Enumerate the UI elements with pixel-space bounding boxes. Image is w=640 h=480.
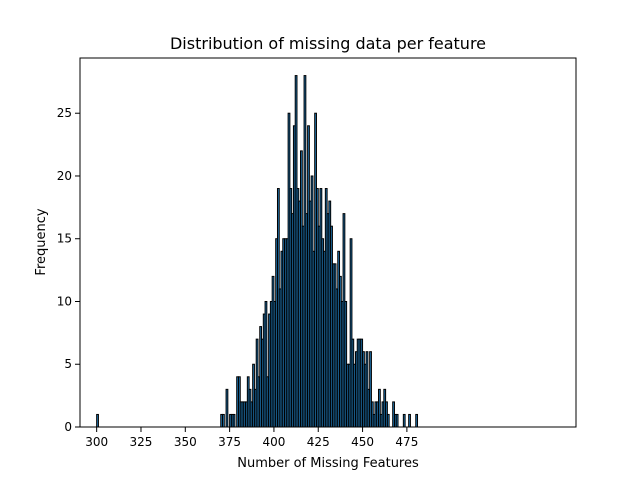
histogram-bar (232, 413, 236, 428)
x-tick-label: 300 (85, 435, 108, 449)
y-tick-label: 10 (57, 294, 72, 308)
x-tick-label: 450 (351, 435, 374, 449)
y-axis-ticks: 0 5 10 15 20 25 (57, 106, 80, 434)
chart-title: Distribution of missing data per feature (170, 34, 486, 53)
x-tick-label: 400 (262, 435, 285, 449)
x-tick-label: 475 (395, 435, 418, 449)
y-tick-label: 5 (64, 357, 72, 371)
histogram-bar (222, 413, 225, 428)
histogram-bar (225, 388, 229, 428)
x-axis-label: Number of Missing Features (237, 456, 419, 471)
histogram-bar (96, 413, 99, 428)
x-tick-label: 325 (130, 435, 153, 449)
histogram-bar (408, 413, 411, 428)
histogram-bar (386, 413, 390, 428)
x-tick-label: 375 (218, 435, 241, 449)
y-tick-label: 0 (64, 420, 72, 434)
y-tick-label: 25 (57, 106, 72, 120)
x-axis-ticks: 300 325 350 375 400 425 450 475 (85, 427, 418, 449)
y-tick-label: 20 (57, 169, 72, 183)
y-tick-label: 15 (57, 232, 72, 246)
x-tick-label: 350 (174, 435, 197, 449)
histogram-bar (395, 413, 399, 428)
x-tick-label: 425 (307, 435, 330, 449)
plot-frame (79, 57, 577, 428)
y-axis-label: Frequency (34, 208, 49, 275)
histogram-bar (415, 413, 419, 428)
histogram-bar (402, 413, 406, 428)
histogram-bars (96, 75, 419, 428)
